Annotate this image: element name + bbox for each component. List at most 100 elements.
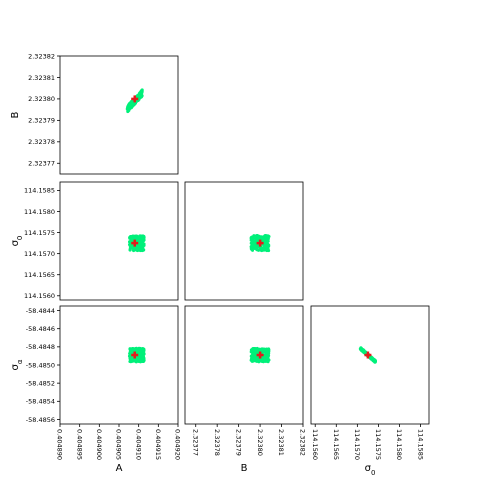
x-tick-label: 0.404905	[115, 429, 123, 460]
sample-point	[139, 244, 143, 248]
y-tick-label: -58.4846	[26, 325, 55, 333]
truth-marker	[364, 351, 372, 359]
truth-marker	[131, 95, 139, 103]
y-tick-label: 114.1580	[24, 208, 55, 216]
sample-point	[128, 349, 132, 353]
y-tick-label: 114.1585	[24, 187, 55, 195]
sample-point	[141, 350, 145, 354]
ylabel-B: B	[10, 111, 21, 118]
sample-point	[138, 92, 142, 96]
xlabel-A: A	[116, 463, 123, 474]
sample-point	[128, 352, 132, 356]
truth-marker	[256, 351, 264, 359]
sample-point	[251, 244, 255, 248]
sample-point	[136, 249, 140, 253]
x-tick-label: 0.404920	[174, 429, 182, 460]
x-tick-label: 0.404890	[56, 429, 64, 460]
x-tick-label: 114.1565	[332, 429, 340, 460]
y-tick-label: 2.32380	[28, 95, 55, 103]
x-tick-label: 0.404900	[95, 429, 103, 460]
ylabel-sigma-alpha: σα	[10, 359, 24, 370]
truth-marker	[131, 239, 139, 247]
y-tick-label: -58.4850	[26, 361, 55, 369]
sample-point	[252, 347, 256, 351]
sample-point	[129, 102, 133, 106]
sample-point	[140, 354, 144, 358]
sample-point	[139, 241, 143, 245]
sample-point	[264, 248, 268, 252]
sample-point	[251, 349, 255, 353]
panel-σ0-vs-A: 114.1560 114.1565 114.1570 114.1575 114.1580…	[24, 181, 179, 301]
sample-point	[360, 347, 364, 351]
sample-point	[140, 348, 144, 352]
sample-point	[260, 347, 264, 351]
sample-point	[373, 359, 377, 363]
sample-point	[128, 235, 132, 239]
sample-point	[141, 248, 145, 252]
y-tick-label: 114.1575	[24, 229, 55, 237]
sample-point	[136, 246, 140, 250]
sample-point	[266, 348, 270, 352]
sample-point	[133, 246, 137, 250]
sample-point	[129, 357, 133, 361]
sample-point	[362, 349, 366, 353]
sample-point	[131, 347, 135, 351]
sample-point	[252, 239, 256, 243]
sample-point	[133, 348, 137, 352]
sample-points	[128, 234, 146, 253]
y-tick-label: 114.1565	[24, 271, 55, 279]
truth-marker	[131, 351, 139, 359]
sample-points	[125, 88, 144, 114]
panel-σα-vs-B: 2.32377 2.32378 2.32379 2.32380 2.32381 2.323…	[184, 305, 307, 456]
sample-point	[126, 110, 130, 114]
sample-point	[253, 247, 257, 251]
ylabel-sigma0: σ0	[10, 236, 24, 247]
sample-point	[265, 351, 269, 355]
panel-B-vs-A: 2.32377 2.32378 2.32379 2.32380 2.32381 2.323…	[28, 52, 179, 175]
panel-frame	[59, 55, 179, 175]
x-tick-label: 2.32378	[213, 429, 221, 456]
sample-point	[263, 347, 267, 351]
y-tick-label: -58.4852	[26, 379, 55, 387]
x-tick-label: 0.404895	[75, 429, 83, 460]
y-tick-label: -58.4856	[26, 416, 55, 424]
sample-point	[142, 242, 146, 246]
x-tick-label: 2.32379	[234, 429, 242, 456]
x-tick-label: 114.1560	[311, 429, 319, 460]
sample-point	[251, 352, 255, 356]
sample-point	[370, 356, 374, 360]
panel-frame	[184, 181, 304, 301]
sample-point	[250, 241, 254, 245]
x-tick-label: 114.1575	[374, 429, 382, 460]
sample-point	[255, 358, 259, 362]
sample-point	[260, 235, 264, 239]
sample-point	[141, 357, 145, 361]
x-tick-label: 2.32377	[191, 429, 199, 456]
panel-σα-vs-σ0: 114.1560 114.1565 114.1570 114.1575 114.1580…	[310, 305, 430, 460]
sample-point	[258, 248, 262, 252]
x-tick-label: 2.32382	[299, 429, 307, 456]
sample-point	[255, 346, 259, 350]
panel-frame	[59, 305, 179, 425]
sample-point	[142, 235, 146, 239]
x-tick-label: 114.1585	[416, 429, 424, 460]
y-tick-label: 2.32378	[28, 138, 55, 146]
sample-point	[260, 247, 264, 251]
panel-frame	[184, 305, 304, 425]
sample-point	[128, 240, 132, 244]
y-tick-label: 114.1570	[24, 250, 55, 258]
sample-point	[255, 234, 259, 238]
y-tick-label: 114.1560	[24, 292, 55, 300]
truth-marker	[256, 239, 264, 247]
y-tick-label: -58.4854	[26, 398, 55, 406]
sample-point	[265, 240, 269, 244]
x-tick-label: 2.32381	[277, 429, 285, 456]
sample-point	[265, 245, 269, 249]
sample-point	[128, 247, 132, 251]
y-tick-label: 2.32381	[28, 74, 55, 82]
sample-point	[134, 236, 138, 240]
sample-point	[139, 236, 143, 240]
panels-layer: 2.32377 2.32378 2.32379 2.32380 2.32381 2.323…	[10, 52, 430, 477]
sample-point	[136, 358, 140, 362]
